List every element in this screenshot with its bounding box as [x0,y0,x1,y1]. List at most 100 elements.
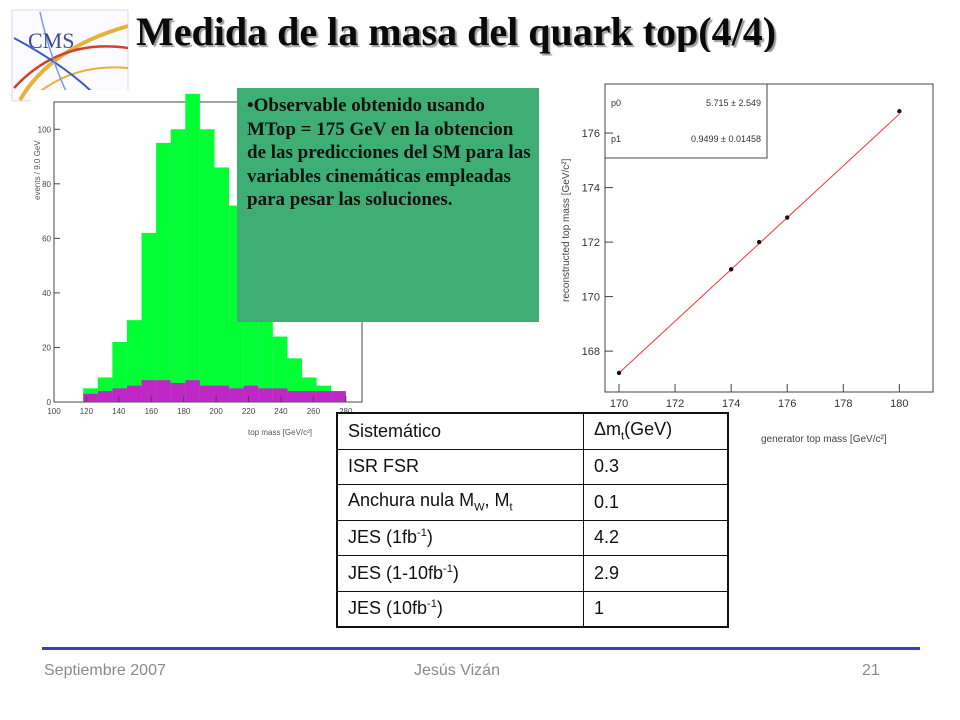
histogram-background-bar [331,391,346,402]
histogram-background-bar [287,391,303,402]
fit-x-tick-label: 174 [722,398,740,410]
header-delta-mt: Δmt(GeV) [583,412,729,450]
row-value: 1 [583,590,729,628]
histogram-background-bar [126,385,142,402]
header-delta-unit: (GeV) [624,419,673,440]
histogram-x-tick-label: 200 [209,407,223,416]
footer-date: Septiembre 2007 [44,662,166,679]
fit-y-tick-label: 170 [582,292,600,304]
histogram-background-bar [141,380,157,402]
histogram-background-bar [229,388,244,402]
histogram-signal-bar [214,167,230,402]
histogram-x-tick-label: 180 [177,407,191,416]
fit-stats-box [604,83,768,159]
fit-stat-name: p1 [611,134,621,144]
histogram-signal-bar [199,129,215,402]
table-row: Anchura nula MW, Mt 0.1 [336,484,729,521]
histogram-y-label: events / 9.0 GeV [33,140,42,200]
row-name: JES (1fb-1) [336,519,584,556]
fit-plot-area: p0 5.715 ± 2.549 p1 0.9499 ± 0.01458 168 170 1… [582,83,934,410]
row-name-part: JES (1fb [348,527,418,548]
histogram-signal-bar [185,93,200,403]
histogram-y-tick-label: 100 [38,125,52,134]
table-row: JES (1-10fb-1) 2.9 [336,555,729,592]
mass-calibration-plot: p0 5.715 ± 2.549 p1 0.9499 ± 0.01458 168 170 1… [553,52,948,462]
table-row: JES (10fb-1) 1 [336,590,729,628]
cms-logo-text: CMS [28,28,74,53]
footer-author: Jesús Vizán [414,662,500,679]
row-name-sup: -1 [417,527,427,540]
header-delta-sub: t [621,431,625,444]
histogram-x-tick-label: 140 [112,407,126,416]
histogram-background-bar [214,385,230,402]
histogram-y-tick-label: 80 [42,180,51,189]
fit-data-point [616,370,622,376]
row-name-part: ) [452,562,459,583]
histogram-signal-bar [141,232,157,402]
cms-logo: CMS [11,9,129,102]
histogram-background-bar [316,391,332,402]
row-name-sup: -1 [443,562,453,575]
row-name-part: JES (10fb [348,598,428,619]
fit-x-tick-label: 180 [890,398,908,410]
fit-stat-value: 5.715 ± 2.549 [706,98,761,108]
histogram-x-tick-label: 260 [307,407,321,416]
footer-divider [42,647,920,650]
row-name-sub: W [474,502,485,515]
row-name-sub: t [509,502,513,515]
histogram-background-bar [97,391,113,402]
histogram-background-bar [199,385,215,402]
row-name: Anchura nula MW, Mt [336,484,584,521]
fit-y-tick-label: 168 [582,346,600,358]
row-value: 2.9 [583,555,729,592]
fit-data-point [897,109,902,114]
histogram-x-tick-label: 120 [80,407,94,416]
histogram-y-tick-label: 40 [42,289,51,298]
histogram-x-tick-label: 100 [47,407,61,416]
histogram-signal-bar [170,129,186,402]
histogram-x-tick-label: 220 [242,407,256,416]
histogram-x-tick-label: 160 [145,407,159,416]
row-name-part: Anchura nula M [348,490,475,511]
histogram-signal-bar [258,306,273,402]
fit-y-tick-label: 176 [582,128,600,140]
fit-x-tick-label: 170 [610,398,628,410]
callout-text: •Observable obtenido usando MTop = 175 G… [247,95,531,210]
row-name: ISR FSR [336,448,584,485]
histogram-x-label: top mass [GeV/c²] [248,428,312,437]
header-delta-symbol: Δm [594,419,622,440]
fit-data-point [728,267,734,272]
fit-stat-name: p0 [611,98,621,108]
fit-x-tick-label: 172 [666,398,684,410]
histogram-y-tick-label: 0 [47,398,52,407]
fit-x-label: generator top mass [GeV/c²] [761,434,887,445]
fit-data-point [756,239,762,245]
histogram-background-bar [185,380,200,402]
histogram-signal-bar [272,336,288,402]
slide-title: Medida de la masa del quark top(4/4) [136,9,777,54]
fit-y-tick-label: 172 [582,237,600,249]
systematics-table: Sistemático Δmt(GeV) ISR FSR 0.3 Anchura… [336,412,729,628]
histogram-x-tick-label: 280 [339,407,353,416]
fit-data-point [785,215,790,220]
row-name: JES (1-10fb-1) [336,555,584,592]
fit-y-tick-label: 174 [582,183,600,195]
fit-x-tick-label: 176 [778,398,796,410]
histogram-signal-bar [112,342,127,402]
footer-page-number: 21 [862,662,880,679]
histogram-background-bar [170,382,186,402]
fit-stat-value: 0.9499 ± 0.01458 [691,134,761,144]
table-header-row: Sistemático Δmt(GeV) [336,412,729,450]
histogram-y-tick-label: 20 [42,343,51,352]
histogram-background-bar [83,393,98,402]
row-name-part: JES (1-10fb [348,562,444,583]
histogram-background-bar [258,388,273,402]
histogram-background-bar [156,380,171,402]
histogram-signal-bar [126,320,142,402]
header-systematic: Sistemático [336,412,584,450]
fit-y-label: reconstructed top mass [GeV/c²] [561,158,572,302]
row-name-part: ) [426,527,433,548]
row-name-part: ) [436,598,443,619]
row-name: JES (10fb-1) [336,590,584,628]
fit-x-tick-label: 178 [834,398,852,410]
